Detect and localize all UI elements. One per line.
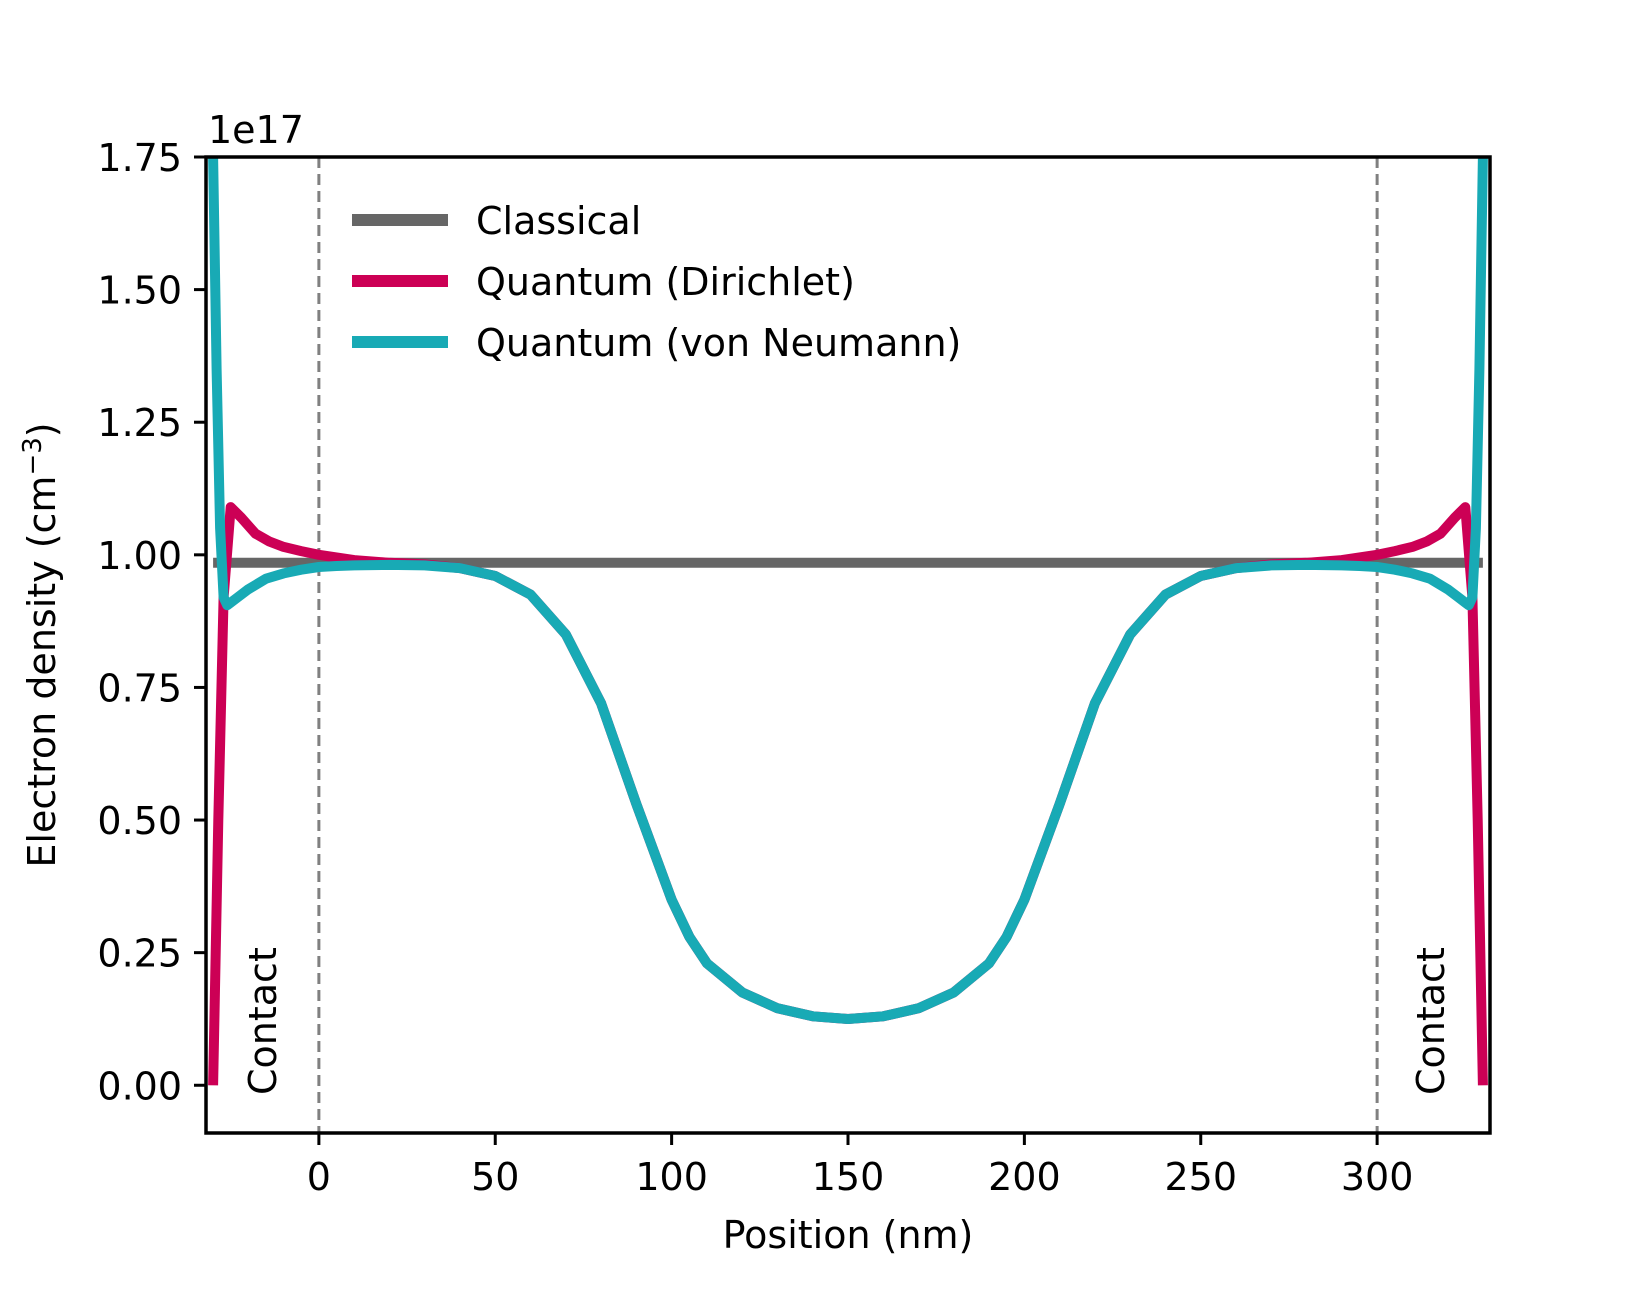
legend-label-von-neumann: Quantum (von Neumann) (476, 321, 961, 365)
contact-boundary-lines (317, 157, 1379, 1133)
x-axis-ticks: 0 50 100 150 200 250 300 (307, 1133, 1414, 1199)
contact-label-left: Contact (241, 947, 285, 1095)
x-tick-label: 150 (812, 1155, 885, 1199)
x-tick-label: 200 (988, 1155, 1061, 1199)
series-layer (208, 157, 1488, 1086)
x-tick-label: 300 (1341, 1155, 1414, 1199)
x-tick-label: 250 (1164, 1155, 1237, 1199)
y-tick-label: 1.25 (97, 401, 182, 445)
series-line-quantum-von-neumann (208, 157, 1488, 1024)
y-axis-label-superscript: −3 (18, 437, 48, 475)
y-tick-label: 0.50 (97, 799, 182, 843)
x-axis-label: Position (nm) (723, 1213, 974, 1257)
y-tick-label: 1.00 (97, 534, 182, 578)
y-axis-ticks: 0.00 0.25 0.50 0.75 1.00 1.25 1.50 1.75 (97, 136, 206, 1108)
legend: Classical Quantum (Dirichlet) Quantum (v… (352, 199, 961, 365)
contact-label-right: Contact (1409, 947, 1453, 1095)
y-tick-label: 1.50 (97, 269, 182, 313)
y-axis-label-close: ) (20, 422, 64, 437)
y-tick-label: 0.00 (97, 1064, 182, 1108)
y-tick-label: 0.75 (97, 666, 182, 710)
y-axis-offset-label: 1e17 (208, 108, 304, 152)
x-tick-label: 0 (307, 1155, 331, 1199)
y-tick-label: 0.25 (97, 932, 182, 976)
legend-label-classical: Classical (476, 199, 641, 243)
x-tick-label: 100 (635, 1155, 708, 1199)
legend-label-dirichlet: Quantum (Dirichlet) (476, 260, 855, 304)
y-axis-label: Electron density (cm−3) (18, 422, 64, 867)
y-tick-label: 1.75 (97, 136, 182, 180)
x-tick-label: 50 (471, 1155, 519, 1199)
y-axis-label-text: Electron density (cm (20, 476, 64, 868)
